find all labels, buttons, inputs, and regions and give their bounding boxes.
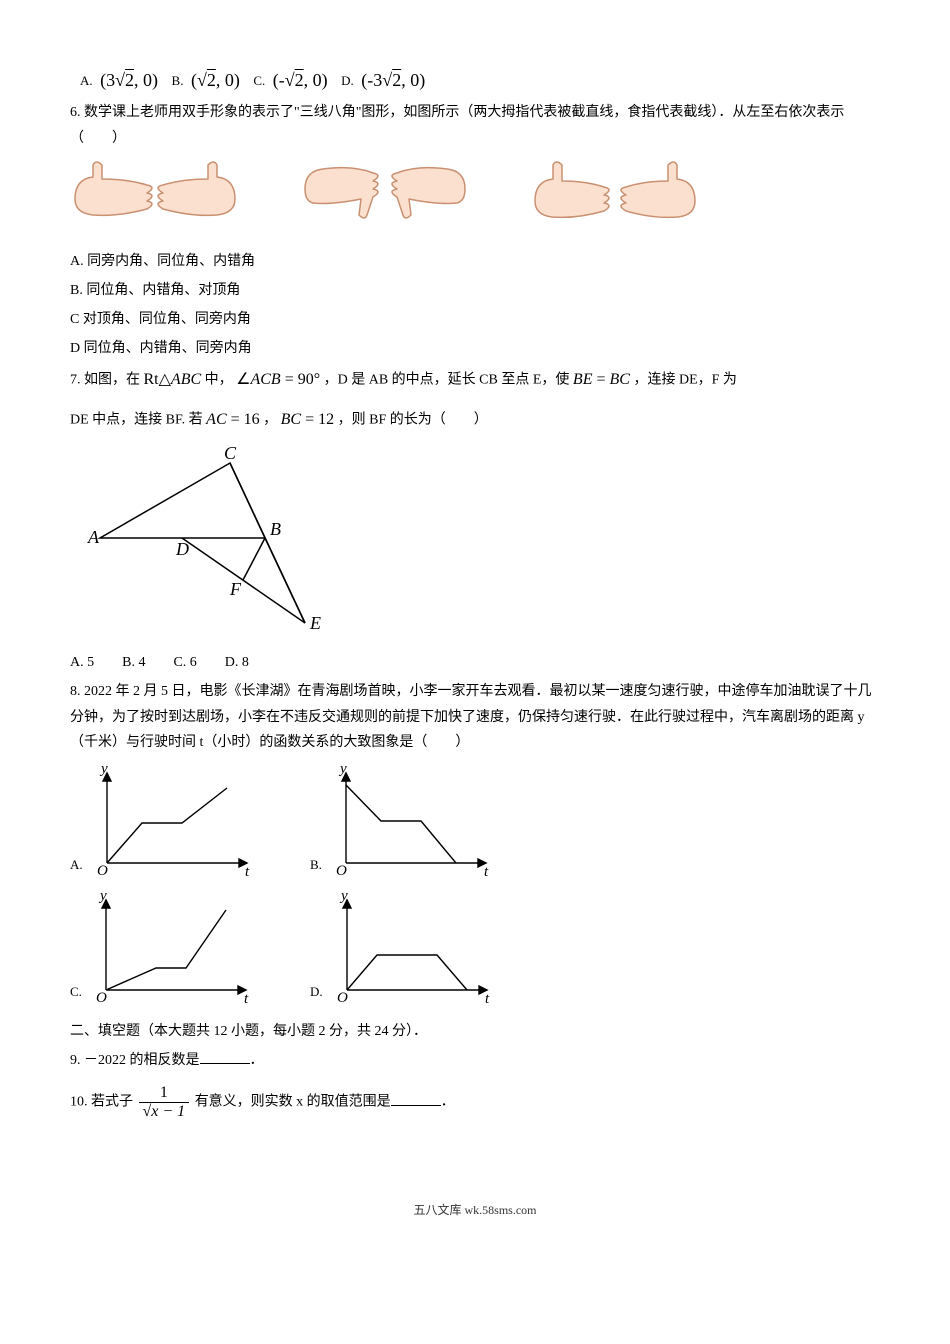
q5-opt-b-math: (√2, 0) bbox=[191, 70, 240, 90]
q8-b-ylabel: y bbox=[338, 763, 347, 777]
q5-options: A. (3√2, 0) B. (√2, 0) C. (-√2, 0) D. (-… bbox=[70, 64, 880, 96]
q7-rt: Rt△ABC bbox=[144, 371, 202, 388]
q10-frac-num: 1 bbox=[139, 1085, 190, 1102]
q7-label-E: E bbox=[309, 613, 321, 633]
q10-b: 有意义，则实数 x 的取值范围是 bbox=[195, 1095, 391, 1110]
q8-c-xlabel: t bbox=[244, 991, 249, 1005]
q8-a-origin: O bbox=[97, 863, 108, 878]
q8-c-origin: O bbox=[96, 990, 107, 1005]
q7-l2a: DE 中点，连接 BF. 若 bbox=[70, 413, 203, 428]
q7-label-A: A bbox=[87, 527, 100, 547]
q8-opt-a-label: A. bbox=[70, 853, 83, 878]
q8-d-xlabel: t bbox=[485, 991, 490, 1005]
q6-opt-c: C 对顶角、同位角、同旁内角 bbox=[70, 307, 880, 332]
q7-label-D: D bbox=[175, 539, 189, 559]
q5-opt-d-math: (-3√2, 0) bbox=[361, 70, 425, 90]
q10-frac-den: √x − 1 bbox=[139, 1102, 190, 1120]
q5-opt-a-label: A. bbox=[80, 73, 93, 88]
q8-graph-a: y O t bbox=[87, 763, 257, 878]
q7-comma: ， bbox=[263, 413, 277, 428]
q5-opt-b-label: B. bbox=[172, 73, 184, 88]
hands-icon-1 bbox=[70, 159, 240, 239]
q8-b-origin: O bbox=[336, 863, 347, 878]
q8-a-ylabel: y bbox=[99, 763, 108, 777]
q8-c-ylabel: y bbox=[98, 890, 107, 904]
q9-a: －2022 的相反数是 bbox=[84, 1053, 200, 1068]
section2-head: 二、填空题（本大题共 12 小题，每小题 2 分，共 24 分）． bbox=[70, 1019, 880, 1044]
q7-p4: ，连接 DE，F 为 bbox=[633, 372, 736, 387]
q9-b: ． bbox=[250, 1053, 264, 1068]
q7-angle: ∠ACB = 90° bbox=[236, 371, 320, 388]
q8-graph-c: y O t bbox=[86, 890, 256, 1005]
q8-opt-d-label: D. bbox=[310, 980, 323, 1005]
q8-d-origin: O bbox=[337, 990, 348, 1005]
q7-l2b: ，则 BF 的长为（ ） bbox=[338, 413, 488, 428]
q5-opt-d-label: D. bbox=[341, 73, 354, 88]
q9-num: 9. bbox=[70, 1053, 81, 1068]
q7-figure: A B C D E F bbox=[70, 443, 880, 642]
hands-icon-3 bbox=[530, 159, 700, 239]
q8-graph-b: y O t bbox=[326, 763, 496, 878]
q7-label-F: F bbox=[229, 579, 242, 599]
q10-a: 若式子 bbox=[91, 1095, 133, 1110]
q7-label-C: C bbox=[224, 443, 237, 463]
q10-num: 10. bbox=[70, 1095, 88, 1110]
q8-d-ylabel: y bbox=[339, 890, 348, 904]
q6-hands-row bbox=[70, 159, 880, 239]
q6-opt-d: D 同位角、内错角、同旁内角 bbox=[70, 336, 880, 361]
q7-p1: 如图，在 bbox=[84, 372, 140, 387]
q10-c: ． bbox=[441, 1095, 455, 1110]
q8-b-xlabel: t bbox=[484, 864, 489, 878]
q8-num: 8. bbox=[70, 684, 81, 699]
q8-graphs: A. y O t B. y O t bbox=[70, 763, 880, 1005]
q10-fraction: 1 √x − 1 bbox=[139, 1085, 190, 1120]
q6-opt-a: A. 同旁内角、同位角、内错角 bbox=[70, 249, 880, 274]
q7-p3: ，D 是 AB 的中点，延长 CB 至点 E，使 bbox=[324, 372, 570, 387]
q6-opt-b: B. 同位角、内错角、对顶角 bbox=[70, 278, 880, 303]
page-footer: 五八文库 wk.58sms.com bbox=[70, 1200, 880, 1222]
q5-opt-c-math: (-√2, 0) bbox=[273, 70, 328, 90]
q8-graph-d: y O t bbox=[327, 890, 497, 1005]
q8-opt-b-label: B. bbox=[310, 853, 322, 878]
q5-opt-c-label: C. bbox=[253, 73, 265, 88]
q9-blank bbox=[200, 1063, 250, 1064]
q10: 10. 若式子 1 √x − 1 有意义，则实数 x 的取值范围是 ． bbox=[70, 1085, 880, 1120]
q7-line1: 7. 如图，在 Rt△ABC 中， ∠ACB = 90° ，D 是 AB 的中点… bbox=[70, 366, 880, 395]
q8-a-xlabel: t bbox=[245, 864, 250, 878]
q10-blank bbox=[391, 1105, 441, 1106]
q6-text: 6. 数学课上老师用双手形象的表示了"三线八角"图形，如图所示（两大拇指代表被截… bbox=[70, 100, 880, 150]
q8-opt-c-label: C. bbox=[70, 980, 82, 1005]
q7-be: BE = BC bbox=[573, 371, 630, 388]
q7-opts: A. 5 B. 4 C. 6 D. 8 bbox=[70, 650, 880, 675]
hands-icon-2 bbox=[300, 159, 470, 239]
q6-num: 6. bbox=[70, 105, 81, 120]
q7-line2: DE 中点，连接 BF. 若 AC = 16 ， BC = 12 ，则 BF 的… bbox=[70, 406, 880, 435]
q7-bc: BC = 12 bbox=[281, 411, 334, 428]
q7-num: 7. bbox=[70, 372, 81, 387]
q8-body: 2022 年 2 月 5 日，电影《长津湖》在青海剧场首映，小李一家开车去观看．… bbox=[70, 684, 872, 749]
q7-label-B: B bbox=[270, 519, 281, 539]
q7-p2: 中， bbox=[205, 372, 233, 387]
q8-text: 8. 2022 年 2 月 5 日，电影《长津湖》在青海剧场首映，小李一家开车去… bbox=[70, 679, 880, 755]
q9: 9. －2022 的相反数是 ． bbox=[70, 1048, 880, 1073]
q7-ac: AC = 16 bbox=[206, 411, 259, 428]
q6-body: 数学课上老师用双手形象的表示了"三线八角"图形，如图所示（两大拇指代表被截直线，… bbox=[70, 105, 844, 145]
q5-opt-a-math: (3√2, 0) bbox=[100, 70, 158, 90]
